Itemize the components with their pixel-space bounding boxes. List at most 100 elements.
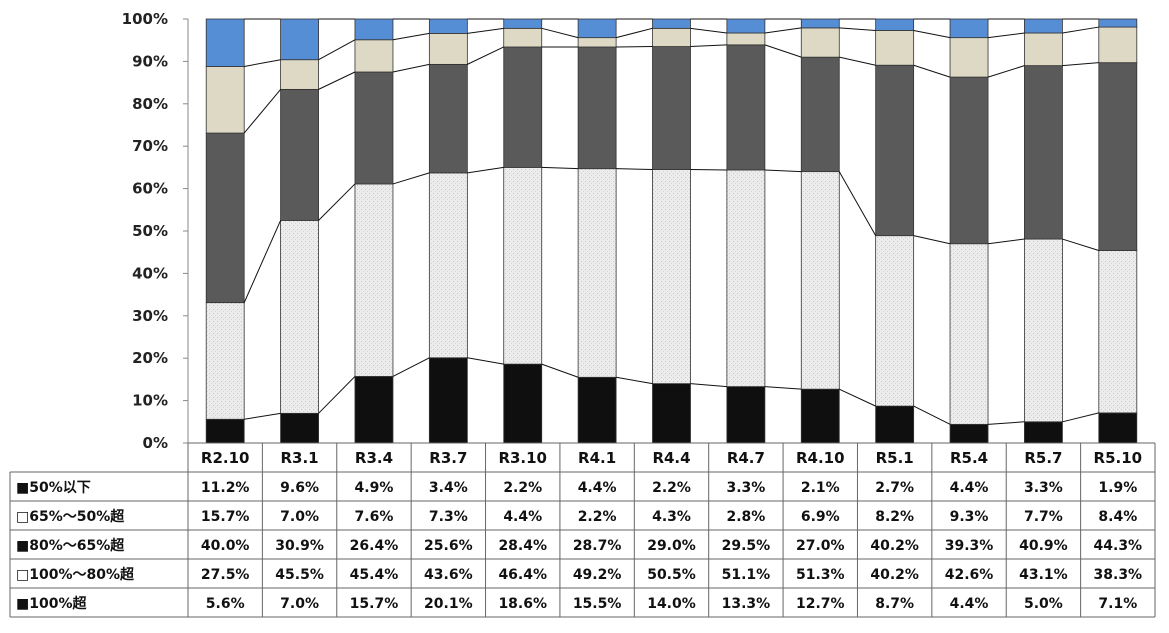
series-connector-line: [913, 64, 951, 78]
bar-segment: [577, 168, 617, 378]
series-connector-line: [244, 59, 281, 67]
bar-segment: [205, 302, 245, 420]
series-connector-line: [392, 32, 430, 41]
data-label: 45.5%: [275, 567, 324, 583]
data-label: 3.3%: [726, 480, 765, 496]
category-label: R3.1: [281, 449, 319, 467]
data-label: 42.6%: [945, 567, 994, 583]
series-connector-line: [243, 89, 281, 134]
y-tick-label: 70%: [132, 137, 168, 155]
bar-segment: [503, 18, 543, 29]
series-connector-line: [392, 357, 430, 377]
bar-segment: [205, 18, 245, 67]
bar-segment: [280, 219, 319, 414]
data-label: 30.9%: [275, 538, 324, 554]
y-tick-label: 30%: [132, 307, 168, 325]
data-label: 27.5%: [201, 567, 250, 583]
legend-label: ■50%以下: [16, 480, 91, 496]
data-label: 20.1%: [424, 596, 473, 612]
category-label: R5.10: [1094, 449, 1143, 467]
series-connector-line: [764, 27, 802, 34]
data-label: 7.6%: [355, 509, 394, 525]
data-label: 15.7%: [350, 596, 399, 612]
bar-segment: [800, 171, 840, 390]
data-label: 6.9%: [801, 509, 840, 525]
bar-segment: [726, 44, 766, 171]
data-label: 27.0%: [796, 538, 845, 554]
bar-segment: [577, 46, 617, 170]
series-connector-line: [1062, 26, 1099, 34]
series-connector-line: [690, 44, 727, 48]
bar-segment: [949, 18, 989, 39]
data-label: 43.6%: [424, 567, 473, 583]
series-connector-line: [690, 27, 727, 34]
bar-segment: [280, 59, 319, 90]
series-connector-line: [541, 27, 579, 39]
bar-segment: [1024, 421, 1063, 444]
data-label: 5.0%: [1024, 596, 1063, 612]
bar-segment: [726, 18, 766, 34]
data-label: 2.2%: [578, 509, 617, 525]
data-label: 25.6%: [424, 538, 473, 554]
category-label: R4.7: [727, 449, 765, 467]
series-connector-line: [1062, 238, 1099, 251]
bar-segment: [205, 132, 245, 304]
data-label: 44.3%: [1094, 538, 1143, 554]
bar-segment: [503, 46, 543, 168]
series-connector-line: [690, 383, 727, 388]
bar-segment: [1024, 18, 1063, 34]
data-label: 51.3%: [796, 567, 845, 583]
category-label: R3.4: [355, 449, 393, 467]
data-label: 7.3%: [429, 509, 468, 525]
legend-label: ■100%超: [16, 595, 87, 612]
bar-segment: [800, 388, 840, 444]
category-label: R2.10: [201, 449, 250, 467]
bar-segment: [280, 18, 319, 61]
series-connector-line: [318, 39, 356, 61]
data-label: 4.4%: [503, 509, 542, 525]
series-connector-line: [467, 27, 504, 34]
series-connector-line: [616, 168, 653, 171]
data-label: 45.4%: [350, 567, 399, 583]
data-label: 50.5%: [647, 567, 696, 583]
data-label: 40.9%: [1019, 538, 1068, 554]
bar-segment: [652, 383, 691, 444]
series-connector-line: [913, 235, 951, 245]
data-label: 2.7%: [875, 480, 914, 496]
data-table: R2.10 R3.1 R3.4 R3.7 R3.10 R4.1 R4.4 R4.7 R4.10 R…: [9, 442, 1156, 618]
bar-segment: [577, 18, 617, 39]
bar-segment: [1024, 238, 1063, 423]
category-label: R5.7: [1024, 449, 1062, 467]
series-connector-line: [764, 386, 802, 390]
y-tick-label: 10%: [132, 392, 168, 410]
y-tick-label: 50%: [132, 222, 168, 240]
data-label: 40.2%: [870, 567, 919, 583]
series-connector-line: [839, 27, 876, 31]
data-label: 8.4%: [1098, 509, 1137, 525]
data-label: 3.3%: [1024, 480, 1063, 496]
bar-segment: [1098, 26, 1138, 64]
legend-label: ■80%～65%超: [16, 537, 125, 554]
category-label: R4.10: [796, 449, 845, 467]
bar-segment: [280, 88, 319, 221]
bar-segment: [726, 32, 766, 46]
series-connector-line: [243, 220, 282, 303]
bar-segment: [428, 63, 468, 174]
data-label: 49.2%: [573, 567, 622, 583]
series-connector-line: [838, 171, 877, 236]
data-label: 2.2%: [503, 480, 542, 496]
series-connector-line: [541, 363, 579, 378]
y-axis: 0% 10% 20% 30% 40% 50% 60% 70% 80% 90% 100%: [122, 10, 189, 452]
series-connector-line: [615, 27, 653, 39]
bar-segment: [205, 66, 245, 134]
series-connector-line: [987, 65, 1025, 78]
bar-segment: [354, 18, 394, 41]
series-connector-line: [244, 412, 281, 420]
data-label: 1.9%: [1098, 480, 1137, 496]
bar-segment: [652, 18, 691, 29]
bar-segment: [949, 243, 989, 425]
bar-segment: [354, 183, 394, 377]
data-label: 38.3%: [1094, 567, 1143, 583]
bar-segment: [875, 405, 915, 444]
series-connector-line: [839, 56, 876, 66]
